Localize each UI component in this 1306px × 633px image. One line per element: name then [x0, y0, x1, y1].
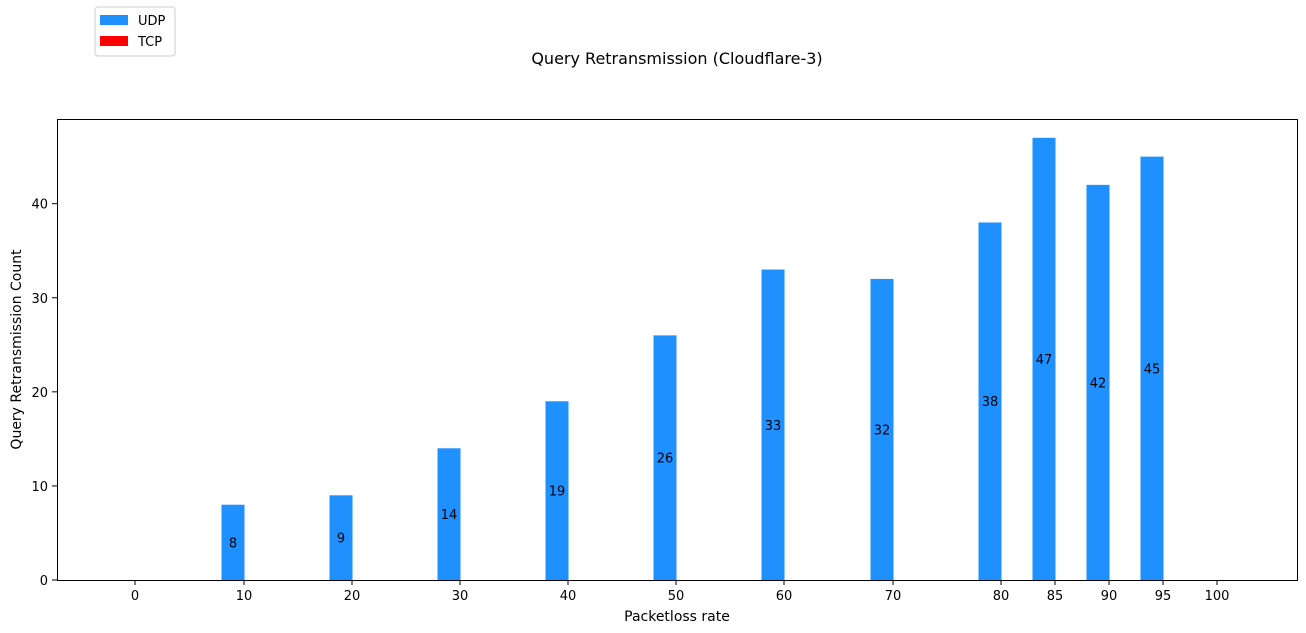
- x-axis: 0 10 20 30 40 50 60 70 80 85 90 95 100: [131, 580, 1230, 604]
- legend: UDP TCP: [94, 6, 176, 57]
- data-label-40: 19: [549, 485, 566, 500]
- data-label-50: 26: [657, 452, 674, 467]
- legend-swatch-udp: [100, 15, 128, 25]
- x-tick-label: 0: [131, 589, 139, 604]
- bar-udp-60: [761, 269, 785, 580]
- data-label-group: 8 9 14 19 26 33 32 38 47 42 45: [229, 353, 1160, 551]
- data-label-10: 8: [229, 536, 237, 551]
- y-tick-label: 40: [31, 198, 48, 213]
- data-label-80: 38: [982, 395, 999, 410]
- x-tick-label: 50: [668, 589, 685, 604]
- bar-udp-30: [437, 448, 461, 580]
- x-tick-label: 10: [236, 589, 253, 604]
- bar-udp-90: [1086, 184, 1110, 580]
- legend-label-tcp: TCP: [137, 35, 162, 50]
- data-label-30: 14: [441, 508, 458, 523]
- x-tick-label: 30: [452, 589, 469, 604]
- y-axis: 0 10 20 30 40: [31, 198, 57, 589]
- bar-udp-10: [221, 504, 245, 580]
- bar-udp-70: [870, 278, 894, 580]
- y-tick-label: 20: [31, 386, 48, 401]
- y-axis-label: Query Retransmission Count: [9, 249, 25, 450]
- y-tick-label: 30: [31, 292, 48, 307]
- x-tick-label: 70: [885, 589, 902, 604]
- chart-title: Query Retransmission (Cloudflare-3): [531, 49, 822, 68]
- data-label-20: 9: [337, 532, 345, 547]
- x-tick-label: 80: [993, 589, 1010, 604]
- y-tick-label: 0: [40, 574, 48, 589]
- y-tick-label: 10: [31, 480, 48, 495]
- bar-udp-95: [1140, 156, 1164, 580]
- data-label-90: 42: [1090, 376, 1107, 391]
- x-tick-label: 20: [344, 589, 361, 604]
- legend-label-udp: UDP: [138, 14, 166, 29]
- bar-udp-85: [1032, 137, 1056, 580]
- x-tick-label: 85: [1047, 589, 1064, 604]
- data-label-70: 32: [874, 423, 891, 438]
- bar-udp-20: [329, 495, 353, 580]
- data-label-95: 45: [1144, 362, 1161, 377]
- bar-udp-80: [978, 222, 1002, 580]
- x-tick-label: 90: [1101, 589, 1118, 604]
- bar-group: [221, 137, 1164, 580]
- plot-frame: [57, 119, 1298, 581]
- bar-udp-40: [545, 401, 569, 580]
- x-tick-label: 100: [1205, 589, 1230, 604]
- x-tick-label: 95: [1155, 589, 1172, 604]
- x-axis-label: Packetloss rate: [624, 609, 730, 625]
- x-tick-label: 60: [776, 589, 793, 604]
- data-label-60: 33: [765, 419, 782, 434]
- legend-swatch-tcp: [100, 36, 128, 46]
- data-label-85: 47: [1036, 353, 1053, 368]
- bar-udp-50: [653, 335, 677, 580]
- x-tick-label: 40: [560, 589, 577, 604]
